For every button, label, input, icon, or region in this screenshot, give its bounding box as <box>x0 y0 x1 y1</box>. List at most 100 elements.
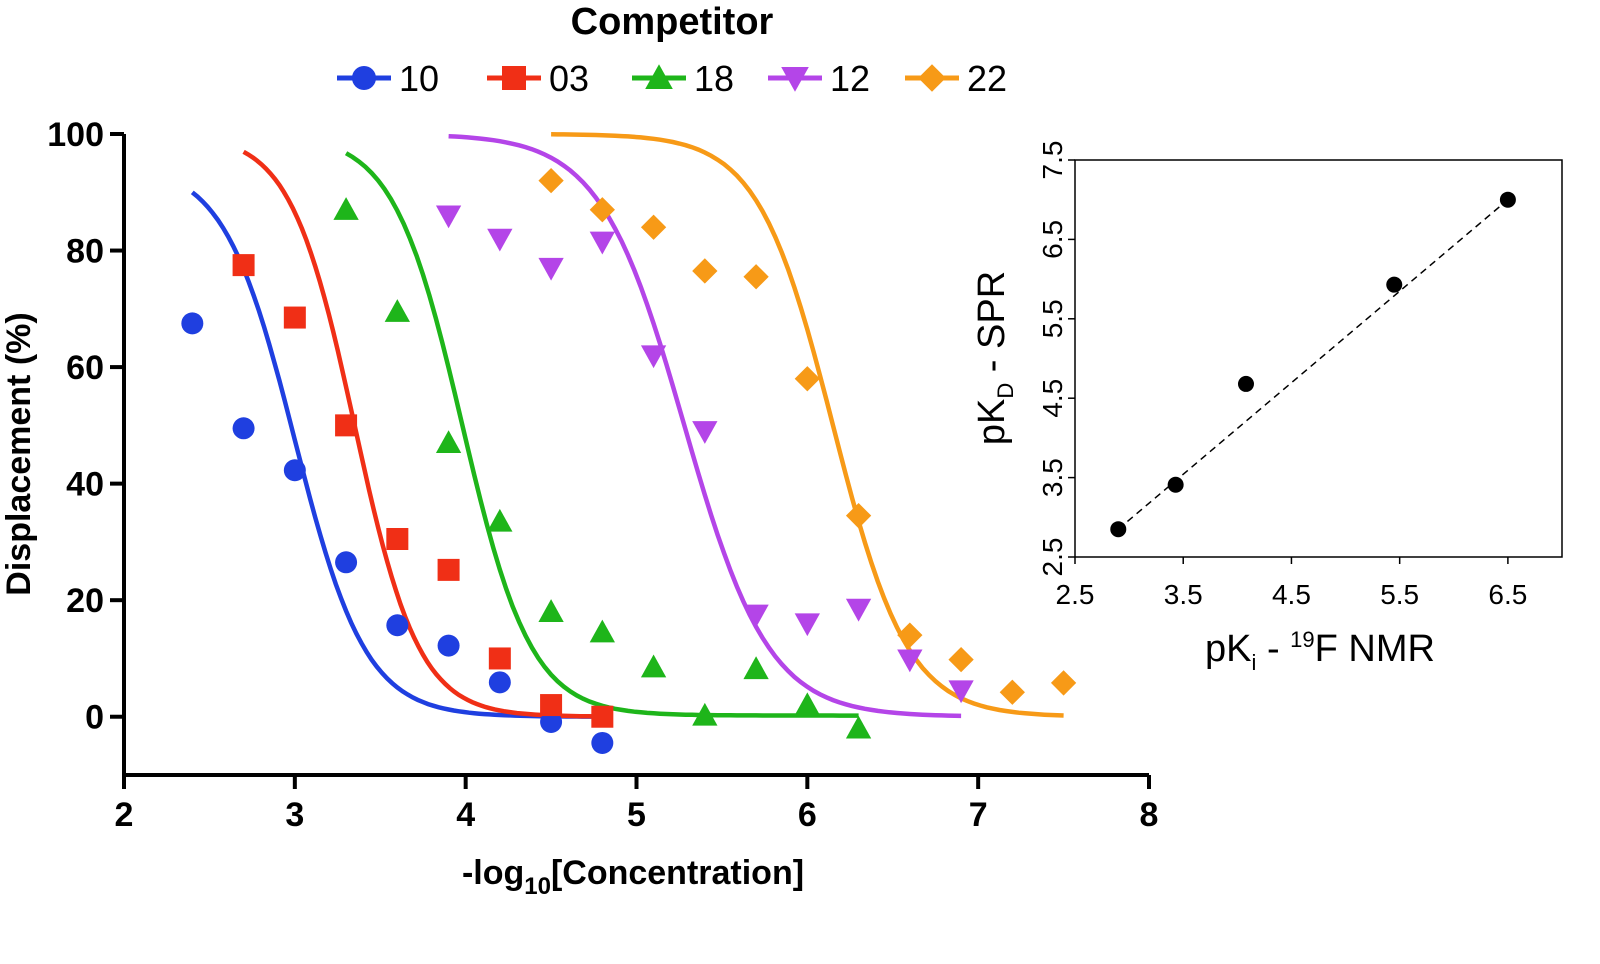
main-data-points <box>181 167 1077 754</box>
inset-data-point <box>1386 276 1403 293</box>
data-point-10 <box>488 671 511 694</box>
data-point-22 <box>1050 670 1077 696</box>
data-point-18 <box>435 430 462 453</box>
inset-x-tick-label: 6.5 <box>1488 579 1527 610</box>
data-point-18 <box>692 702 718 726</box>
inset-trendline <box>1117 199 1509 530</box>
main-x-label-pre: -log <box>462 854 524 892</box>
main-x-label-post: [Concentration] <box>551 854 804 892</box>
inset-frame <box>1074 159 1563 558</box>
main-x-tick-label: 6 <box>798 796 817 834</box>
main-x-tick-label: 3 <box>285 796 304 834</box>
data-point-22 <box>640 214 667 240</box>
data-point-03 <box>386 527 409 550</box>
legend-label-22: 22 <box>967 58 1007 99</box>
data-point-12 <box>692 421 718 444</box>
data-point-22 <box>589 197 615 223</box>
data-point-12 <box>589 231 615 255</box>
legend-items: 10 03 18 12 22 <box>337 58 1007 99</box>
inset-plot: 2.53.54.55.56.57.5 2.5 3.5 4.5 5.5 6.5 pKD -… <box>971 141 1563 675</box>
legend-label-18: 18 <box>694 58 734 99</box>
inset-y-ticks: 2.5 3.5 4.5 5.5 6.5 7.5 <box>1037 141 1075 577</box>
data-point-12 <box>794 613 820 637</box>
fit-curve-22 <box>551 132 1064 718</box>
main-x-tick-label: 4 <box>456 796 475 834</box>
inset-x-label-sub: i <box>1252 650 1257 675</box>
data-point-03 <box>335 414 358 437</box>
main-x-tick-label: 2 <box>115 796 134 834</box>
inset-data-point <box>1499 191 1516 208</box>
data-point-03 <box>488 647 511 670</box>
data-point-12 <box>435 205 462 229</box>
legend-marker-12 <box>781 66 809 92</box>
main-x-tick-label: 7 <box>969 796 988 834</box>
legend-marker-22 <box>918 64 946 92</box>
data-point-12 <box>743 604 769 628</box>
data-point-18 <box>538 599 564 622</box>
main-y-ticks: 0 20 40 60 80 100 <box>47 116 124 737</box>
data-point-22 <box>845 503 872 529</box>
data-point-22 <box>897 622 923 648</box>
data-point-22 <box>948 646 974 673</box>
main-x-tick-label: 8 <box>1140 796 1159 834</box>
data-point-03 <box>283 306 306 329</box>
legend-title: Competitor <box>571 1 774 43</box>
data-point-12 <box>538 257 564 281</box>
inset-y-label-pre: pK <box>971 399 1013 445</box>
main-x-label-sub: 10 <box>524 873 551 900</box>
inset-y-label-post: - SPR <box>971 271 1013 383</box>
data-point-18 <box>845 715 872 739</box>
data-point-22 <box>794 366 820 392</box>
main-y-tick-label: 20 <box>66 582 104 620</box>
data-point-12 <box>948 680 974 704</box>
data-point-10 <box>591 731 614 754</box>
data-point-12 <box>845 598 872 622</box>
legend-marker-03 <box>502 66 526 90</box>
data-point-18 <box>487 508 513 532</box>
data-point-18 <box>384 299 410 322</box>
inset-data-point <box>1237 375 1254 392</box>
legend-label-12: 12 <box>830 58 870 99</box>
inset-data-point <box>1110 521 1127 538</box>
inset-data-point <box>1167 476 1184 493</box>
inset-y-label-sub: D <box>993 383 1018 399</box>
inset-x-tick-label: 3.5 <box>1164 579 1203 610</box>
data-point-10 <box>437 634 460 657</box>
data-point-03 <box>540 694 563 717</box>
data-point-10 <box>181 312 204 335</box>
fit-curve-03 <box>242 149 603 719</box>
data-point-22 <box>999 679 1025 705</box>
data-point-18 <box>333 197 359 220</box>
data-point-18 <box>743 656 769 680</box>
data-point-10 <box>335 551 358 574</box>
data-point-10 <box>386 614 409 637</box>
inset-x-label-sup: 19 <box>1290 627 1314 652</box>
legend-marker-18 <box>645 64 673 90</box>
inset-y-tick-label: 3.5 <box>1037 458 1068 497</box>
inset-x-ticks: 2.5 3.5 4.5 5.5 6.5 <box>1056 557 1527 610</box>
inset-x-label-mid: - <box>1256 628 1290 670</box>
inset-x-tick-label: 2.5 <box>1056 579 1095 610</box>
data-point-12 <box>487 228 513 252</box>
main-x-tick-label: 5 <box>627 796 646 834</box>
main-y-tick-label: 80 <box>66 233 104 271</box>
legend-label-03: 03 <box>549 58 589 99</box>
legend-marker-10 <box>352 66 376 90</box>
data-point-22 <box>743 264 769 290</box>
main-x-ticks: 2 3 4 5 6 7 8 <box>115 775 1159 834</box>
main-plot: 0 20 40 60 80 100 2 3 4 5 6 7 8 Displacement (%) -l… <box>0 116 1158 900</box>
data-point-12 <box>897 649 923 673</box>
legend: Competitor 10 03 18 12 22 <box>337 1 1007 99</box>
data-point-10 <box>283 459 306 482</box>
data-point-03 <box>232 254 255 277</box>
inset-x-tick-label: 4.5 <box>1272 579 1311 610</box>
main-y-tick-label: 60 <box>66 349 104 387</box>
data-point-03 <box>591 705 614 728</box>
inset-y-tick-label: 2.5 <box>1037 538 1068 577</box>
data-point-22 <box>692 258 718 284</box>
inset-data-points <box>1110 191 1516 538</box>
data-point-18 <box>640 654 667 678</box>
data-point-03 <box>437 558 460 581</box>
inset-y-tick-label: 7.5 <box>1037 141 1068 180</box>
